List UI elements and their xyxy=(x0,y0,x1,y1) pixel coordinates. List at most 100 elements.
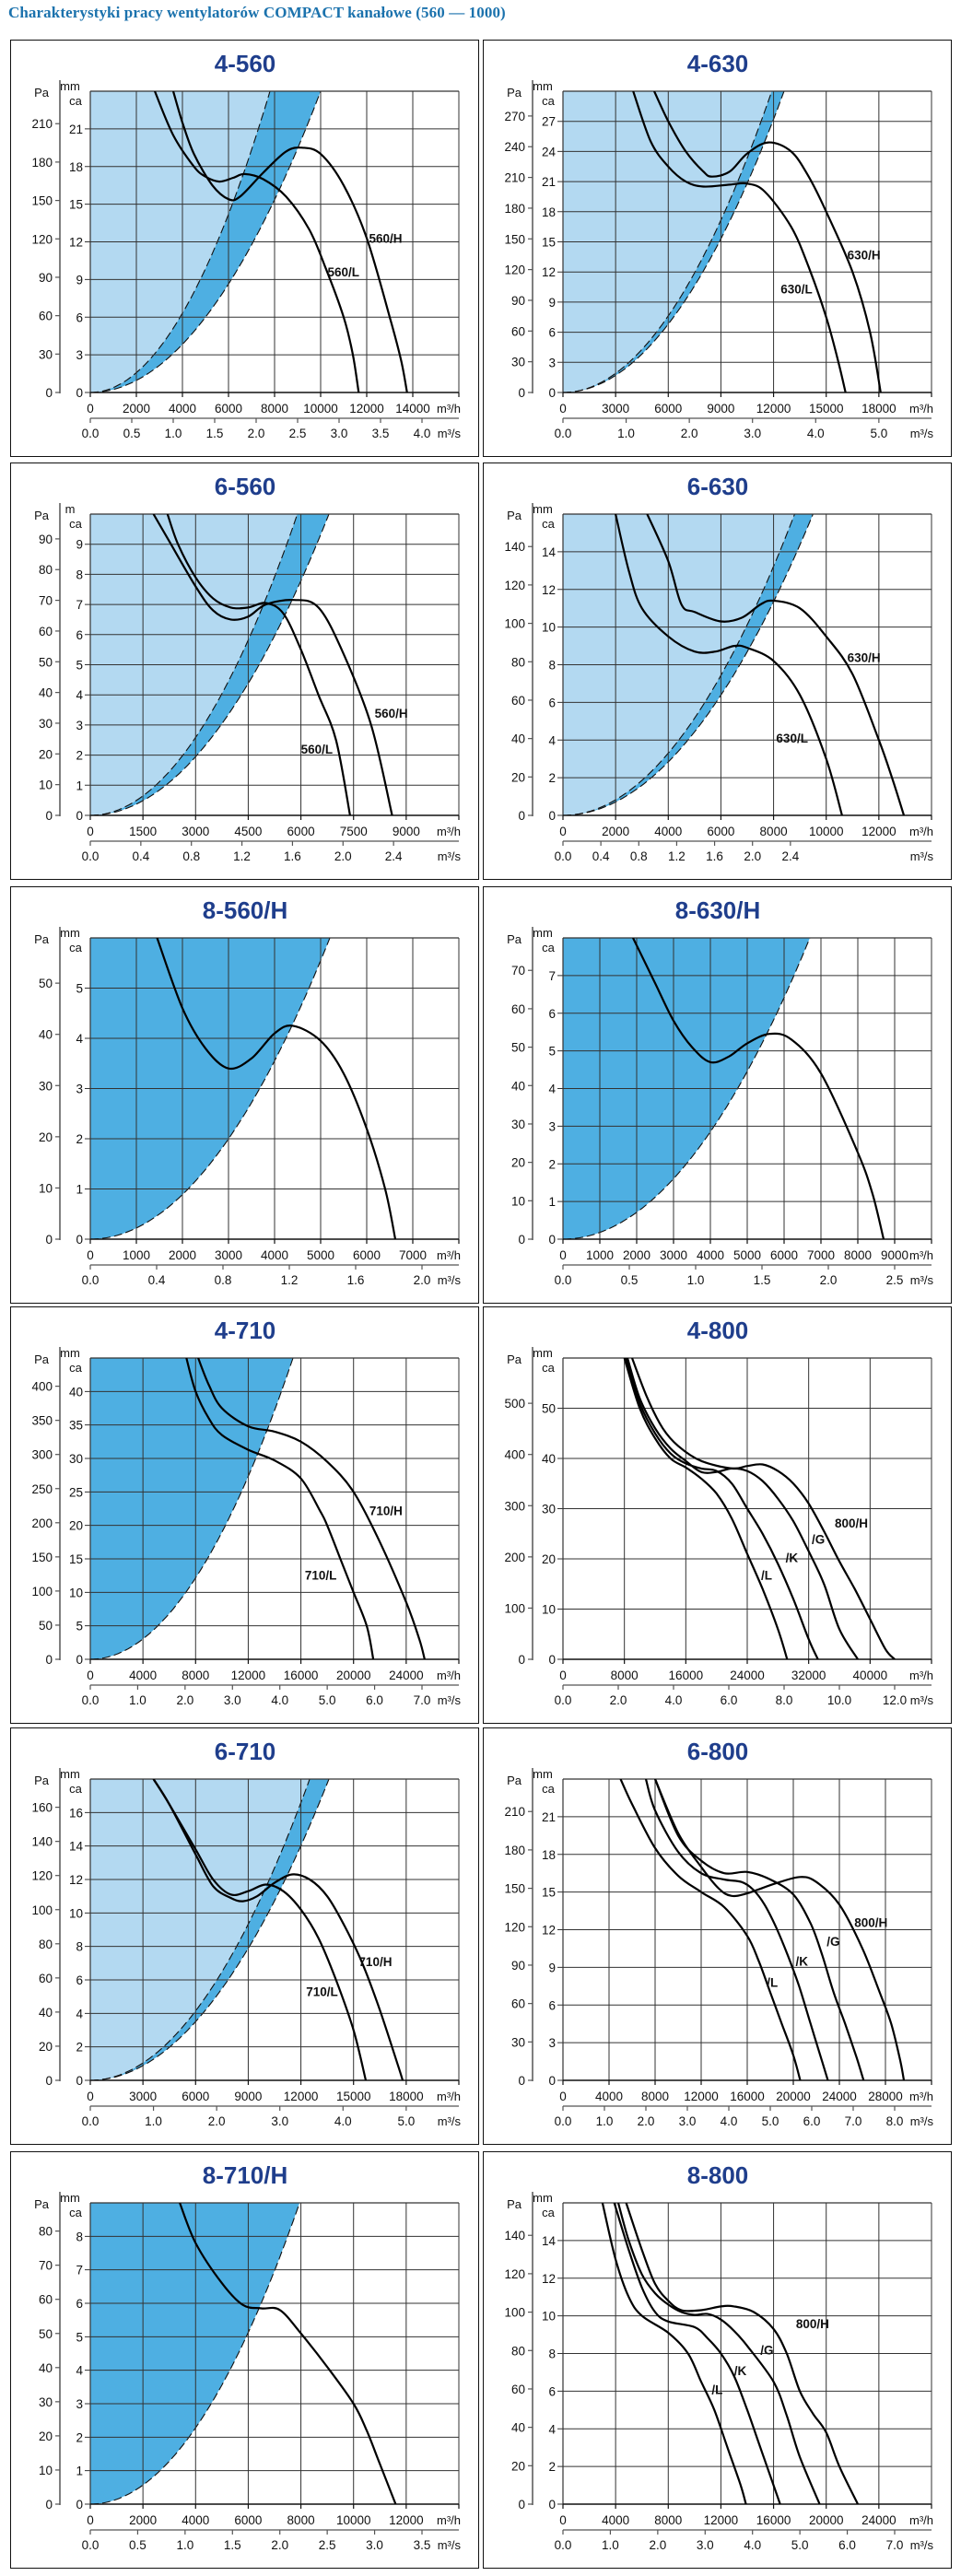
fan-curve-k xyxy=(613,2203,781,2504)
x-axis-unit-m3h: m³/h xyxy=(909,402,933,416)
fan-curve-800h xyxy=(625,2203,859,2504)
grid xyxy=(557,2202,932,2505)
pa-tick-label: 30 xyxy=(39,717,53,731)
x2-tick-label: 1.5 xyxy=(224,2538,241,2552)
mm-tick-label: 6 xyxy=(76,310,83,324)
x-tick-label: 1000 xyxy=(123,1248,150,1262)
mm-tick-label: 0 xyxy=(548,1653,556,1667)
curve-label: /G xyxy=(760,2343,773,2357)
x2-tick-label: 4.0 xyxy=(414,427,431,440)
x2-axis-unit-m3s: m³/s xyxy=(438,427,462,440)
x2-tick-label: 5.0 xyxy=(319,1693,336,1707)
curve-label: 630/L xyxy=(776,732,808,745)
mm-tick-label: 1 xyxy=(548,1195,556,1209)
mm-tick-label: 30 xyxy=(69,1452,83,1466)
page-heading: Charakterystyki pracy wentylatorów COMPA… xyxy=(8,4,506,21)
mm-tick-label: 8 xyxy=(548,2348,556,2361)
x-tick-label: 2000 xyxy=(123,402,150,416)
mm-tick-label: 10 xyxy=(542,2310,556,2324)
light-zone-area xyxy=(563,514,795,815)
x2-tick-label: 8.0 xyxy=(886,2114,904,2128)
pa-tick-label: 180 xyxy=(31,156,53,170)
mm-tick-label: 5 xyxy=(76,659,83,673)
curve-label: /K xyxy=(786,1551,799,1564)
pa-tick-label: 40 xyxy=(39,1028,53,1042)
mm-tick-label: 12 xyxy=(542,2272,556,2286)
mm-tick-label: 8 xyxy=(548,659,556,673)
x-tick-label: 24000 xyxy=(389,1669,424,1682)
pa-tick-label: 400 xyxy=(504,1448,525,1462)
x2-tick-label: 0.0 xyxy=(82,2114,100,2128)
x-tick-label: 10000 xyxy=(336,2513,371,2527)
curves xyxy=(153,91,408,392)
mm-axis-label: ca xyxy=(69,1361,83,1375)
fan-curve-g xyxy=(616,2203,821,2504)
mm-tick-label: 7 xyxy=(548,969,556,983)
pa-tick-label: 10 xyxy=(39,779,53,792)
chart-title: 6-560 xyxy=(215,473,276,500)
mm-tick-label: 5 xyxy=(76,1620,83,1633)
x-tick-label: 4000 xyxy=(129,1669,157,1682)
system-curve-inner-dashed xyxy=(90,1779,311,2080)
light-zone-area xyxy=(563,91,772,392)
x2-axis-unit-m3s: m³/s xyxy=(910,1273,934,1287)
pa-tick-label: 80 xyxy=(39,1938,53,1951)
mm-tick-label: 0 xyxy=(548,809,556,823)
x-tick-label: 4000 xyxy=(697,1248,724,1262)
x-tick-label: 6000 xyxy=(215,402,242,416)
chart-panel-6-800: 6-800/L/K/G 800/H Pa mm ca 0 30 60 90 120 150 180 21… xyxy=(483,1727,952,2145)
mm-axis-label: ca xyxy=(69,2206,83,2219)
x-tick-label: 6000 xyxy=(287,825,315,838)
mm-axis-label: mm xyxy=(533,79,553,93)
x-tick-label: 8000 xyxy=(182,1669,209,1682)
x-tick-label: 10000 xyxy=(303,402,338,416)
chart-panel-4-630: 4-630 630/L 630/H Pa mm ca 0 30 60 90 120 150 180 210… xyxy=(483,40,952,457)
mm-tick-label: 0 xyxy=(76,386,83,400)
operating-zones xyxy=(90,938,331,1239)
pa-tick-label: 160 xyxy=(31,1801,53,1815)
chart-title: 6-710 xyxy=(215,1738,276,1765)
mm-tick-label: 1 xyxy=(76,2465,83,2478)
pa-tick-label: 140 xyxy=(504,2229,525,2242)
x-axis-unit-m3h: m³/h xyxy=(909,825,933,838)
curves xyxy=(601,2203,859,2504)
pa-tick-label: 80 xyxy=(39,2225,53,2239)
x-tick-label: 12000 xyxy=(231,1669,266,1682)
pa-tick-label: 0 xyxy=(45,1233,53,1247)
x2-tick-label: 0.0 xyxy=(82,849,100,863)
mm-tick-label: 18 xyxy=(542,1848,556,1862)
mm-tick-label: 7 xyxy=(76,598,83,612)
curve-label: /L xyxy=(761,1568,772,1582)
pa-tick-label: 180 xyxy=(504,1844,525,1857)
x2-tick-label: 2.5 xyxy=(289,427,307,440)
pa-tick-label: 40 xyxy=(511,732,525,746)
mm-axis-label: mm xyxy=(60,79,80,93)
x-tick-label: 9000 xyxy=(234,2090,262,2103)
curve-label: /G xyxy=(826,1935,839,1949)
chart-panel-8-630-h: 8-630/H Pa mm ca 0 10 20 30 40 50 60 70 0 1 2 3 4 5 6 7 0 100… xyxy=(483,886,952,1304)
x2-tick-label: 3.0 xyxy=(744,427,761,440)
fan-curve-l xyxy=(619,1779,802,2080)
x2-tick-label: 3.0 xyxy=(224,1693,241,1707)
fan-curve-630h xyxy=(646,514,906,815)
x2-tick-label: 1.2 xyxy=(281,1273,299,1287)
pa-tick-label: 50 xyxy=(39,2327,53,2341)
mm-tick-label: 6 xyxy=(548,326,556,340)
pa-tick-label: 50 xyxy=(39,977,53,990)
pa-tick-label: 140 xyxy=(31,1835,53,1849)
x2-axis-unit-m3s: m³/s xyxy=(910,2114,934,2128)
system-curve-outer-dashed xyxy=(563,938,811,1239)
x2-tick-label: 0.8 xyxy=(630,849,648,863)
fan-curve-560h xyxy=(171,91,408,392)
x-tick-label: 20000 xyxy=(776,2090,811,2103)
x2-tick-label: 2.0 xyxy=(744,849,761,863)
pa-axis-label: Pa xyxy=(507,86,522,100)
fan-curve-k xyxy=(625,1358,819,1659)
pa-tick-label: 20 xyxy=(511,770,525,784)
chart-panel-4-560: 4-560 560/L 560/H Pa mm ca 0 30 60 90 120 150 180 210… xyxy=(10,40,479,457)
curves xyxy=(152,1779,404,2080)
x-tick-label: 0 xyxy=(87,825,94,838)
x-tick-label: 40000 xyxy=(853,1669,888,1682)
x-tick-label: 8000 xyxy=(844,1248,872,1262)
